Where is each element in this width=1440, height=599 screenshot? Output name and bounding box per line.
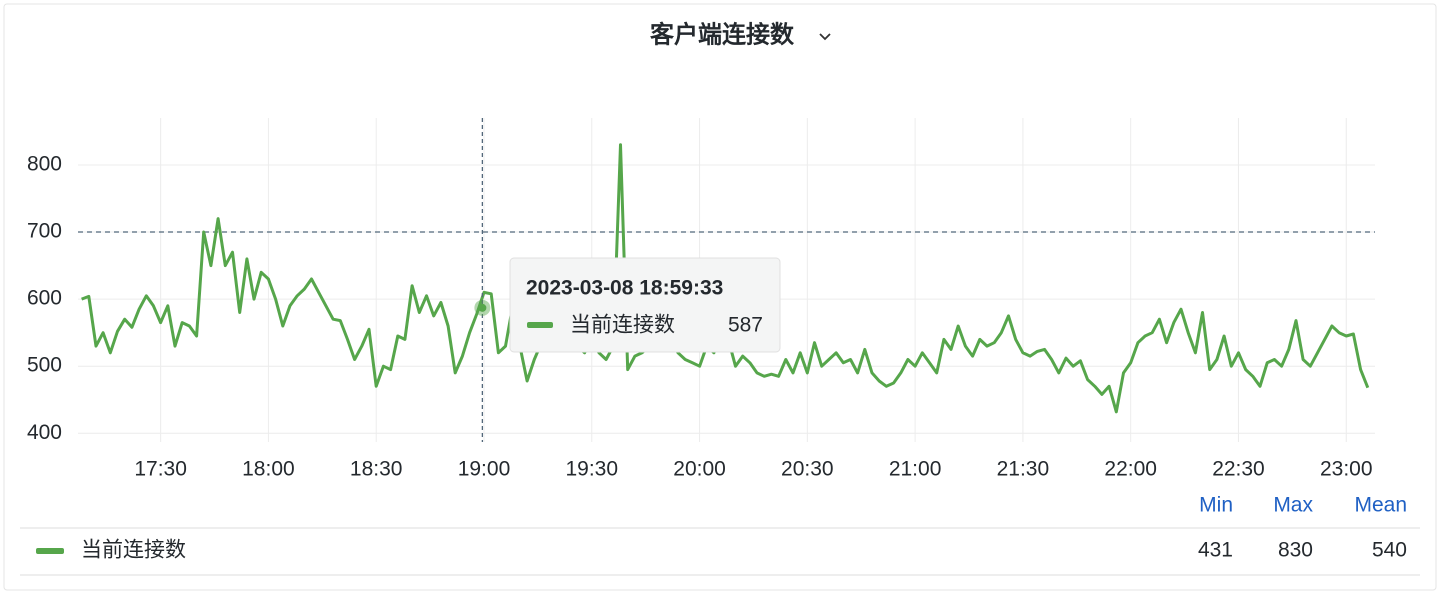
y-tick-label: 400 (27, 421, 62, 444)
legend-value: 540 (1372, 539, 1407, 562)
x-tick-label: 20:30 (781, 458, 834, 481)
y-tick-label: 700 (27, 220, 62, 243)
legend-header[interactable]: Mean (1354, 494, 1407, 517)
x-tick-label: 22:30 (1212, 458, 1265, 481)
tooltip-time: 2023-03-08 18:59:33 (526, 277, 723, 300)
tooltip-series: 当前连接数 (570, 314, 675, 337)
legend-value: 431 (1198, 539, 1233, 562)
legend-swatch (36, 548, 64, 554)
x-tick-label: 19:00 (458, 458, 511, 481)
x-tick-label: 21:00 (889, 458, 942, 481)
x-tick-label: 21:30 (997, 458, 1050, 481)
legend-series[interactable]: 当前连接数 (81, 539, 186, 562)
x-tick-label: 19:30 (565, 458, 618, 481)
x-tick-label: 18:30 (350, 458, 403, 481)
y-tick-label: 800 (27, 153, 62, 176)
x-tick-label: 20:00 (673, 458, 726, 481)
y-tick-label: 600 (27, 287, 62, 310)
legend-value: 830 (1278, 539, 1313, 562)
legend-header[interactable]: Max (1273, 494, 1313, 517)
x-tick-label: 22:00 (1104, 458, 1157, 481)
tooltip-swatch (527, 322, 553, 328)
panel-title[interactable]: 客户端连接数 (650, 20, 795, 48)
tooltip-value: 587 (728, 314, 763, 337)
x-tick-label: 18:00 (242, 458, 295, 481)
y-tick-label: 500 (27, 354, 62, 377)
tooltip-box (509, 257, 781, 353)
x-tick-label: 23:00 (1320, 458, 1373, 481)
legend-header[interactable]: Min (1199, 494, 1233, 517)
title-chevron[interactable] (819, 33, 831, 41)
x-tick-label: 17:30 (134, 458, 187, 481)
hover-point (478, 303, 487, 312)
